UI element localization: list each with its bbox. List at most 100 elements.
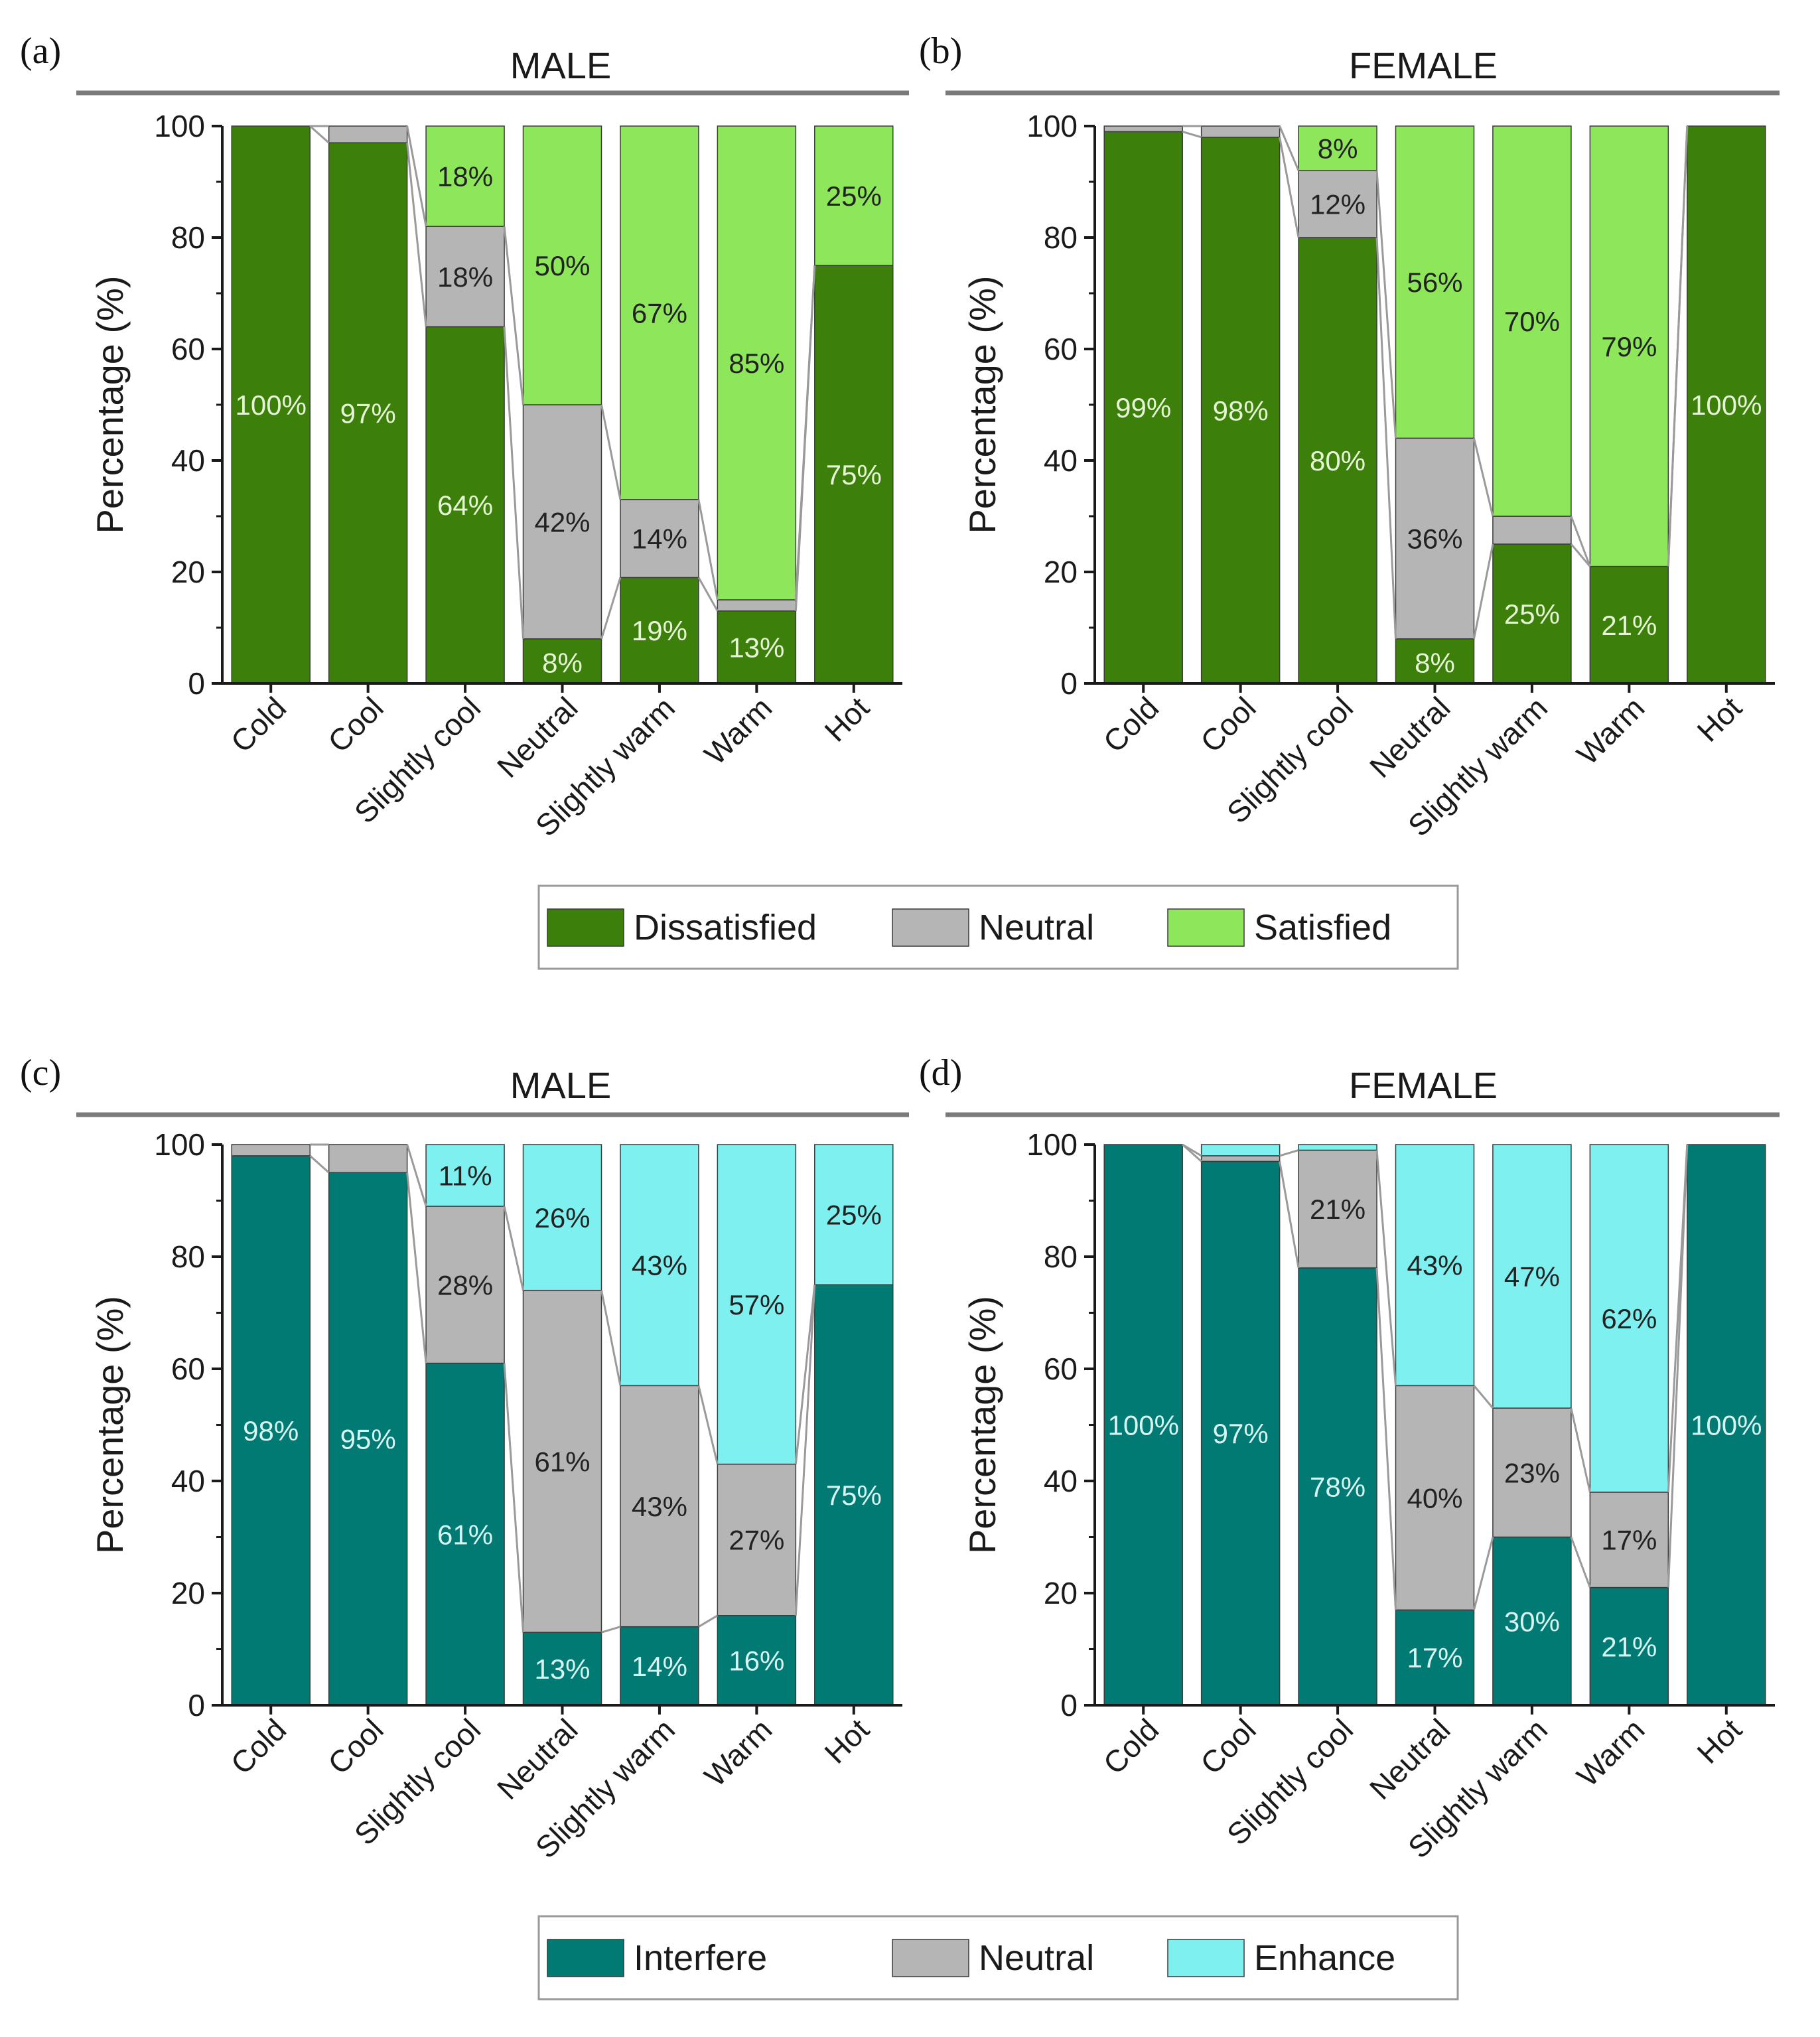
y-tick-label: 80 (1044, 1239, 1078, 1274)
y-tick-label: 100 (154, 109, 205, 143)
legend-swatch (892, 908, 969, 947)
x-tick-label: Hot (1690, 1712, 1748, 1770)
y-tick-label: 80 (1044, 220, 1078, 255)
bar-value-label: 13% (534, 1653, 590, 1685)
bar-value-label: 36% (1407, 524, 1462, 555)
bar-value-label: 98% (243, 1415, 299, 1446)
connector-line (1279, 1161, 1300, 1269)
connector-line (697, 499, 719, 600)
bar-interfere (620, 1626, 699, 1706)
bar-neutral (1395, 437, 1475, 640)
y-tick-label: 60 (1044, 1352, 1078, 1386)
y-tick-label: 60 (171, 1352, 205, 1386)
legend-label: Enhance (1254, 1938, 1395, 1978)
bar-value-label: 21% (1310, 1194, 1365, 1225)
bar-dissatisfied (522, 638, 602, 684)
bar-enhance (1589, 1144, 1669, 1493)
bar-value-label: 28% (437, 1269, 493, 1300)
bar-neutral (620, 499, 699, 579)
bar-neutral (328, 1144, 408, 1173)
connector-line (698, 1614, 719, 1628)
connector-line (1182, 130, 1202, 139)
bar-neutral (717, 599, 797, 612)
bar-value-label: 61% (534, 1446, 590, 1477)
connector-line (600, 404, 622, 500)
panel-title: FEMALE (1349, 1064, 1498, 1106)
bar-value-label: 25% (826, 1200, 882, 1231)
x-tick-label: Hot (817, 690, 876, 748)
bar-value-label: 8% (1415, 647, 1455, 678)
bar-neutral (1589, 1492, 1669, 1588)
legend-swatch (547, 908, 624, 947)
panel-label: (b) (919, 31, 962, 72)
bar-dissatisfied (1492, 543, 1572, 684)
bar-neutral (425, 1206, 505, 1364)
bar-neutral (1103, 125, 1183, 133)
connector-line (794, 1285, 816, 1616)
bar-enhance (522, 1144, 602, 1291)
bar-satisfied (620, 125, 699, 500)
bar-neutral (522, 404, 602, 640)
bar-value-label: 98% (1213, 395, 1269, 426)
legend-label: Neutral (979, 908, 1094, 948)
bar-value-label: 56% (1407, 267, 1462, 298)
y-tick-label: 60 (171, 332, 205, 366)
x-tick-label: Cool (1194, 690, 1263, 759)
bar-enhance (1492, 1144, 1572, 1409)
connector-line (1570, 543, 1591, 567)
y-axis-label: Percentage (%) (961, 1296, 1003, 1554)
panel-label: (c) (20, 1052, 61, 1093)
x-tick-label: Neutral (490, 690, 585, 784)
connector-line (697, 577, 719, 612)
legend-swatch (1167, 1939, 1245, 1977)
connector-line (309, 1155, 330, 1174)
connector-line (1570, 1536, 1591, 1588)
bar-dissatisfied (620, 577, 699, 684)
connector-line (1473, 1385, 1494, 1409)
bar-satisfied (522, 125, 602, 405)
x-tick-label: Neutral (1363, 690, 1457, 784)
bar-value-label: 43% (632, 1491, 687, 1522)
legend-swatch (547, 1939, 624, 1977)
legend-2: Interfere Neutral Enhance (537, 1915, 1459, 2001)
x-tick-label: Hot (817, 1712, 876, 1770)
y-tick-label: 20 (171, 1576, 205, 1610)
bar-enhance (814, 1144, 894, 1285)
connector-line (1375, 1150, 1397, 1386)
bar-dissatisfied (1589, 565, 1669, 684)
connector-line (406, 1172, 427, 1364)
connector-line (794, 265, 816, 600)
x-tick-label: Cold (224, 1712, 293, 1781)
legend-label: Dissatisfied (634, 908, 817, 948)
bar-value-label: 19% (632, 615, 687, 646)
bar-dissatisfied (814, 265, 894, 684)
y-tick-label: 0 (1060, 666, 1078, 701)
bar-satisfied (1492, 125, 1572, 517)
bar-value-label: 100% (1691, 1410, 1762, 1441)
bar-neutral (1200, 1155, 1281, 1162)
bar-value-label: 67% (632, 297, 687, 328)
y-tick-label: 100 (154, 1127, 205, 1162)
bar-value-label: 75% (826, 459, 882, 490)
connector-line (503, 1363, 524, 1633)
bar-satisfied (1589, 125, 1669, 567)
connector-line (1473, 1537, 1494, 1610)
x-tick-label: Warm (1570, 1712, 1651, 1793)
bar-value-label: 61% (437, 1519, 493, 1550)
bar-value-label: 78% (1310, 1471, 1365, 1502)
bar-neutral (1298, 170, 1377, 238)
bar-dissatisfied (1395, 638, 1475, 684)
panel-title: FEMALE (1349, 44, 1498, 86)
x-tick-label: Warm (697, 690, 778, 771)
y-tick-label: 80 (171, 1239, 205, 1274)
chart-panel-d: (d) FEMALE 100% 97% 78% 17% 30% 21% 100% 21% 40% 23… (919, 1052, 1780, 1864)
connector-line (406, 1144, 427, 1207)
bar-value-label: 30% (1504, 1606, 1560, 1637)
connector-line (1667, 125, 1689, 567)
legend-label: Satisfied (1254, 908, 1391, 948)
panel-label: (a) (20, 31, 61, 72)
bar-interfere (1492, 1536, 1572, 1706)
bar-satisfied (425, 125, 505, 227)
y-tick-label: 20 (1044, 1576, 1078, 1610)
bar-satisfied (1298, 125, 1377, 171)
